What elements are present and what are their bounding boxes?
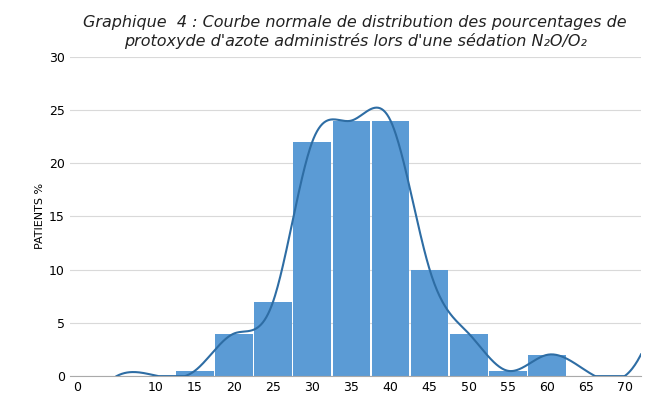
Bar	[176, 371, 214, 376]
Y-axis label: PATIENTS %: PATIENTS %	[35, 183, 45, 249]
Bar	[411, 270, 449, 376]
Title: Graphique  4 : Courbe normale de distribution des pourcentages de
protoxyde d'az: Graphique 4 : Courbe normale de distribu…	[83, 15, 627, 49]
Bar	[255, 301, 292, 376]
Bar	[215, 334, 253, 376]
Bar	[293, 142, 331, 376]
Bar	[372, 121, 409, 376]
Bar	[528, 355, 566, 376]
Bar	[489, 371, 527, 376]
Bar	[333, 121, 370, 376]
Bar	[450, 334, 487, 376]
